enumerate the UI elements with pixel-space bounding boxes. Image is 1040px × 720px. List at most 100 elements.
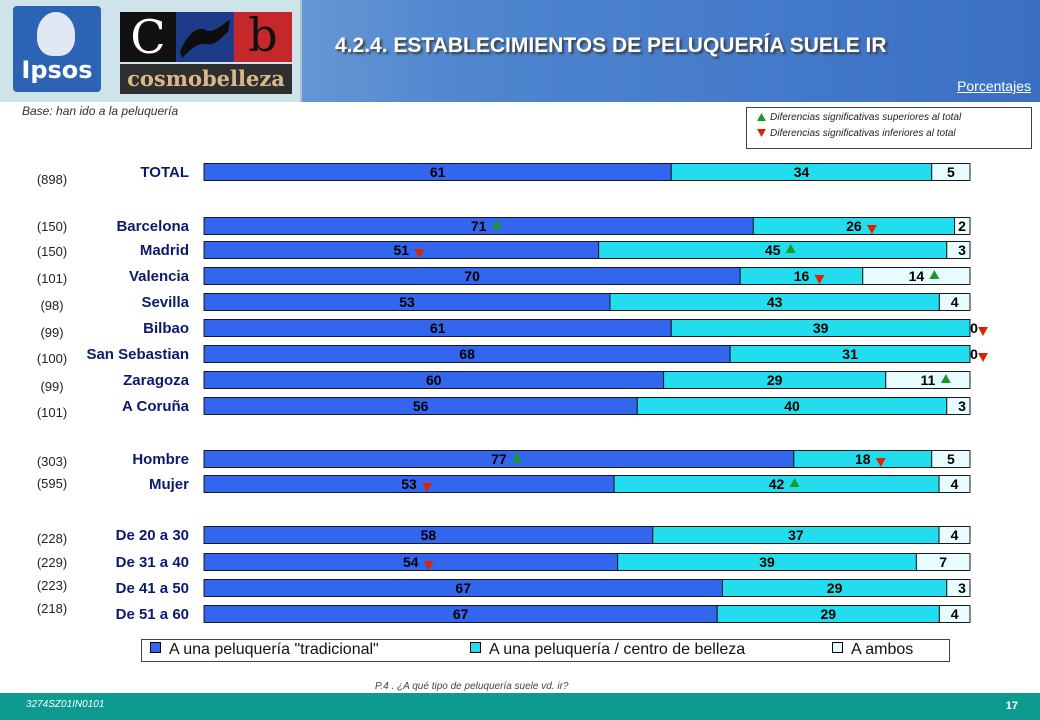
bar-segment-ambos — [954, 217, 971, 235]
data-label-centro-belleza: 34 — [794, 164, 810, 180]
data-label-ambos: 3 — [958, 580, 966, 596]
data-label-centro-belleza: 29 — [821, 606, 837, 622]
data-label-tradicional: 56 — [413, 398, 429, 414]
arrow-down-icon — [978, 327, 988, 336]
data-label-ambos: 4 — [951, 476, 959, 492]
cosmobelleza-logo-text: cosmobelleza — [120, 64, 292, 94]
sample-size-san-sebastian: (100) — [37, 351, 67, 366]
data-label-tradicional: 61 — [430, 320, 446, 336]
data-label-ambos: 5 — [947, 164, 955, 180]
data-label-tradicional: 71 — [471, 218, 487, 234]
arrow-up-icon — [789, 478, 800, 487]
significance-legend-up: Diferencias significativas superiores al… — [757, 112, 961, 123]
footer-code: 3274SZ01IN0101 — [26, 699, 105, 710]
series-legend: A una peluquería "tradicional" A una pel… — [141, 639, 950, 662]
data-label-centro-belleza: 42 — [769, 476, 785, 492]
data-label-tradicional: 53 — [401, 476, 417, 492]
arrow-down-icon — [757, 129, 766, 137]
sample-size-zaragoza: (99) — [40, 379, 63, 394]
bar-row-sevilla: Sevilla (98) 53 43 4 — [40, 293, 971, 313]
footer-bar: 3274SZ01IN0101 17 — [0, 693, 1040, 720]
significance-legend: Diferencias significativas superiores al… — [746, 107, 1032, 149]
ipsos-logo-text: Ipsos — [21, 56, 93, 84]
bar-segment-centro-belleza — [670, 319, 971, 337]
data-label-ambos: 4 — [951, 606, 959, 622]
category-label-hombre: Hombre — [132, 451, 189, 468]
bar-row-madrid: Madrid (150) 51 45 3 — [37, 241, 971, 259]
arrow-down-icon — [423, 561, 434, 570]
bar-segment-ambos — [938, 526, 971, 544]
data-label-centro-belleza: 39 — [813, 320, 829, 336]
arrow-up-icon — [757, 113, 766, 121]
bar-row-a-coruna: A Coruña (101) 56 40 3 — [37, 397, 971, 420]
data-label-tradicional: 77 — [491, 451, 507, 467]
sample-size-de-31-a-40: (229) — [37, 555, 67, 570]
category-label-de-20-a-30: De 20 a 30 — [116, 527, 189, 544]
bar-segment-ambos — [862, 267, 971, 285]
data-label-tradicional: 51 — [394, 242, 410, 258]
significance-down-label: Diferencias significativas inferiores al… — [770, 128, 956, 139]
sample-size-de-20-a-30: (228) — [37, 531, 67, 546]
cb-logo-figure-icon — [176, 12, 234, 62]
data-label-tradicional: 60 — [426, 372, 442, 388]
category-label-barcelona: Barcelona — [116, 218, 189, 235]
data-label-ambos: 11 — [920, 372, 935, 388]
sample-size-mujer: (595) — [37, 476, 67, 491]
arrow-down-icon — [875, 458, 886, 467]
data-label-centro-belleza: 26 — [846, 218, 862, 234]
legend-item-tradicional: A una peluquería "tradicional" — [150, 641, 379, 659]
category-label-bilbao: Bilbao — [143, 320, 189, 337]
arrow-up-icon — [929, 270, 940, 279]
legend-item-ambos: A ambos — [832, 641, 913, 659]
bar-segment-ambos — [938, 605, 971, 623]
legend-label-tradicional: A una peluquería "tradicional" — [169, 641, 379, 658]
sample-size-madrid: (150) — [37, 244, 67, 259]
data-label-tradicional: 61 — [430, 164, 446, 180]
bar-segment-ambos — [938, 293, 971, 311]
legend-label-centro-belleza: A una peluquería / centro de belleza — [489, 641, 746, 658]
data-label-tradicional: 70 — [464, 268, 480, 284]
data-label-tradicional: 54 — [403, 554, 419, 570]
sample-size-bilbao: (99) — [40, 325, 63, 340]
bar-segment-ambos — [885, 371, 971, 389]
cb-logo-letter-b: b — [234, 12, 292, 62]
category-label-de-41-a-50: De 41 a 50 — [116, 580, 189, 597]
bar-row-valencia: Valencia (101) 70 16 14 — [37, 267, 971, 286]
cb-logo-letter-c: C — [120, 12, 176, 62]
data-label-ambos: 0 — [970, 320, 978, 336]
category-label-de-51-a-60: De 51 a 60 — [116, 606, 189, 623]
data-label-centro-belleza: 39 — [759, 554, 775, 570]
data-label-ambos: 5 — [947, 451, 955, 467]
category-label-mujer: Mujer — [149, 476, 189, 493]
category-label-de-31-a-40: De 31 a 40 — [116, 554, 189, 571]
bar-row-zaragoza: Zaragoza (99) 60 29 11 — [40, 371, 971, 394]
bar-row-de-41-a-50: De 41 a 50 (223) 67 29 3 — [37, 578, 971, 597]
bar-segment-ambos — [915, 553, 971, 571]
bar-row-de-51-a-60: De 51 a 60 (218) 67 29 4 — [37, 601, 971, 623]
bar-segment-ambos — [946, 579, 971, 597]
data-label-centro-belleza: 16 — [794, 268, 810, 284]
sample-size-barcelona: (150) — [37, 219, 67, 234]
data-label-tradicional: 58 — [421, 527, 437, 543]
arrow-down-icon — [866, 225, 877, 234]
data-label-tradicional: 68 — [459, 346, 475, 362]
bar-segment-ambos — [931, 450, 971, 468]
units-label: Porcentajes — [957, 78, 1031, 94]
base-note: Base: han ido a la peluquería — [22, 104, 179, 118]
data-label-centro-belleza: 18 — [855, 451, 871, 467]
sample-size-total: (898) — [37, 172, 67, 187]
category-label-madrid: Madrid — [140, 242, 189, 259]
arrow-down-icon — [414, 249, 425, 258]
data-label-centro-belleza: 37 — [788, 527, 804, 543]
significance-up-label: Diferencias significativas superiores al… — [770, 112, 962, 123]
logo-panel: Ipsos C b cosmobelleza — [0, 0, 302, 102]
category-label-valencia: Valencia — [129, 268, 190, 285]
data-label-ambos: 3 — [958, 398, 966, 414]
sample-size-sevilla: (98) — [40, 298, 63, 313]
legend-label-ambos: A ambos — [851, 641, 914, 658]
data-label-ambos: 14 — [909, 268, 925, 284]
category-label-sevilla: Sevilla — [141, 294, 189, 311]
legend-swatch-ambos — [832, 642, 843, 653]
data-label-ambos: 4 — [951, 294, 959, 310]
